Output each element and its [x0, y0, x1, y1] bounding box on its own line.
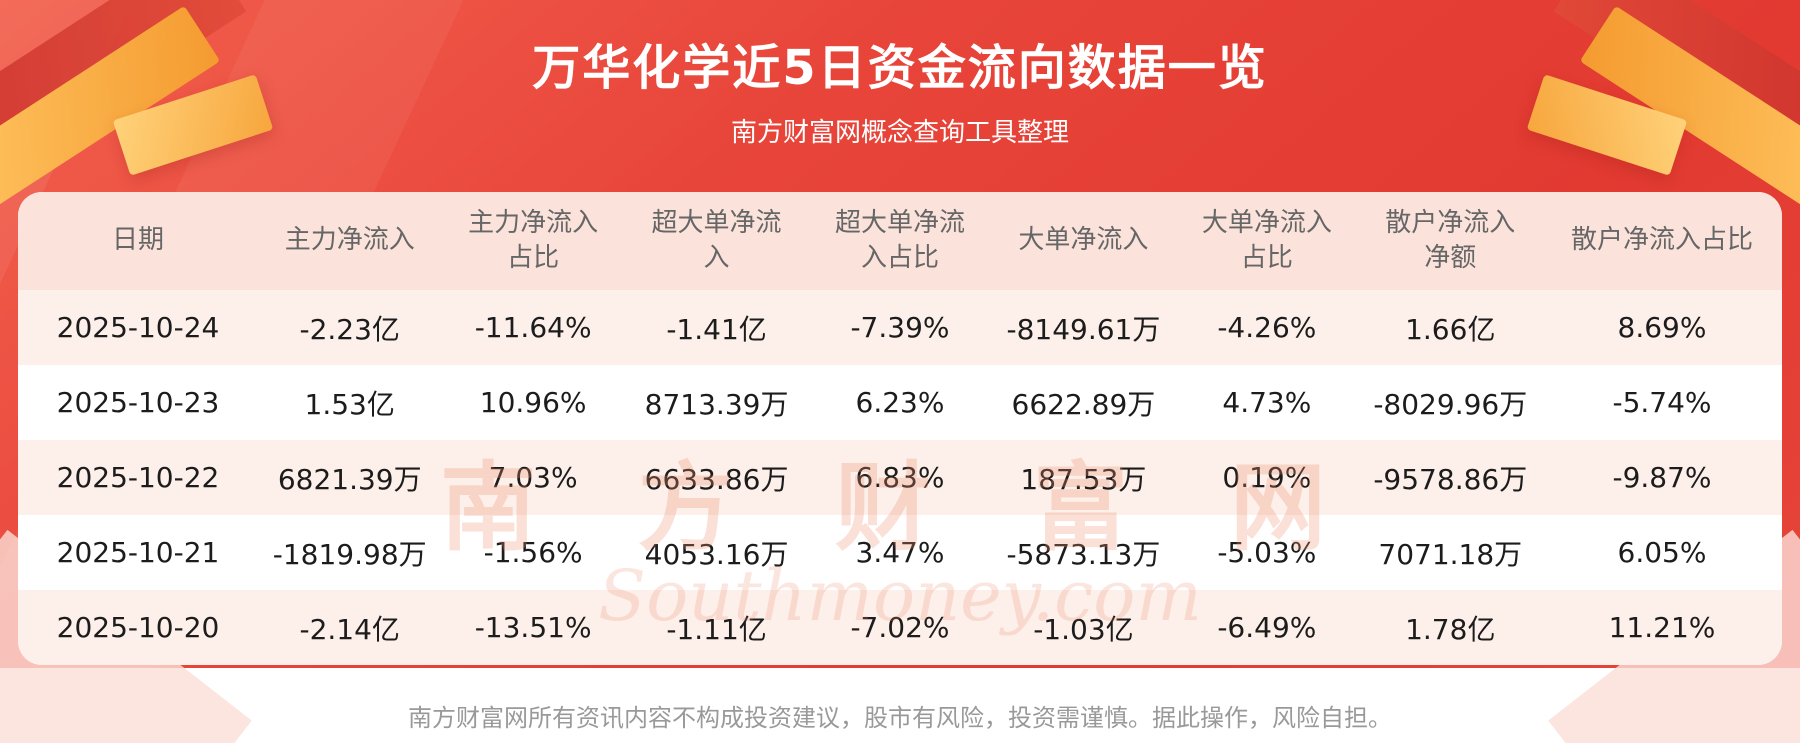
table-cell: -1.41亿	[666, 312, 767, 346]
table-cell: 6821.39万	[277, 462, 422, 496]
page-title: 万华化学近5日资金流向数据一览	[532, 40, 1268, 96]
table-cell: 6.05%	[1617, 536, 1707, 569]
table-cell: 3.47%	[855, 536, 945, 569]
table-cell: 10.96%	[479, 386, 587, 419]
cell-date: 2025-10-22	[56, 461, 220, 494]
column-header-main-net-inflow: 主力净流入	[284, 225, 415, 256]
table-cell: -7.02%	[850, 611, 950, 644]
table-cell: -5873.13万	[1006, 537, 1161, 571]
cell-date: 2025-10-21	[56, 536, 220, 569]
table-cell: -5.74%	[1612, 386, 1712, 419]
table-cell: 7.03%	[488, 461, 578, 494]
cell-date: 2025-10-23	[56, 386, 220, 419]
table-cell: -2.23亿	[299, 312, 400, 346]
column-header-retail-net-inflow: 散户净流入净额	[1385, 207, 1516, 273]
table-cell: 6633.86万	[644, 462, 789, 496]
cell-date: 2025-10-20	[56, 611, 220, 644]
column-header-main-net-inflow-ratio: 主力净流入占比	[468, 207, 599, 273]
table-cell: -4.26%	[1217, 311, 1317, 344]
table-header-row: 日期 主力净流入 主力净流入占比 超大单净流入 超大单净流入占比 大单净流入 大…	[18, 192, 1782, 290]
page-subtitle: 南方财富网概念查询工具整理	[730, 118, 1069, 148]
column-header-date: 日期	[111, 225, 164, 256]
table-cell: 6.83%	[855, 461, 945, 494]
table-cell: -6.49%	[1217, 611, 1317, 644]
table-cell: -13.51%	[474, 611, 592, 644]
table-cell: 4053.16万	[644, 537, 789, 571]
table-cell: -1.56%	[483, 536, 583, 569]
table-cell: 1.66亿	[1405, 312, 1496, 346]
column-header-super-large-net-inflow-ratio: 超大单净流入占比	[834, 207, 965, 273]
table-row: 2025-10-20 -2.14亿 -13.51% -1.11亿 -7.02% …	[18, 590, 1782, 665]
column-header-super-large-net-inflow: 超大单净流入	[651, 207, 782, 273]
table-cell: 4.73%	[1222, 386, 1312, 419]
table-cell: -9.87%	[1612, 461, 1712, 494]
table-cell: -9578.86万	[1373, 462, 1528, 496]
table-row: 2025-10-22 6821.39万 7.03% 6633.86万 6.83%…	[18, 440, 1782, 515]
table-row: 2025-10-23 1.53亿 10.96% 8713.39万 6.23% 6…	[18, 365, 1782, 440]
column-header-retail-net-inflow-ratio: 散户净流入占比	[1570, 225, 1753, 256]
table-cell: 1.53亿	[304, 387, 395, 421]
table-cell: 8.69%	[1617, 311, 1707, 344]
table-cell: 6622.89万	[1011, 387, 1156, 421]
footer-disclaimer: 南方财富网所有资讯内容不构成投资建议，股市有风险，投资需谨慎。据此操作，风险自担…	[408, 704, 1392, 732]
table-cell: 6.23%	[855, 386, 945, 419]
table-cell: 11.21%	[1608, 611, 1716, 644]
cell-date: 2025-10-24	[56, 311, 220, 344]
table-cell: -1.03亿	[1033, 612, 1134, 646]
table-cell: -7.39%	[850, 311, 950, 344]
data-table: 日期 主力净流入 主力净流入占比 超大单净流入 超大单净流入占比 大单净流入 大…	[18, 192, 1782, 665]
column-header-large-net-inflow: 大单净流入	[1018, 225, 1149, 256]
table-cell: 0.19%	[1222, 461, 1312, 494]
table-cell: 187.53万	[1020, 462, 1147, 496]
table-cell: 7071.18万	[1378, 537, 1523, 571]
table-cell: -8149.61万	[1006, 312, 1161, 346]
table-row: 2025-10-24 -2.23亿 -11.64% -1.41亿 -7.39% …	[18, 290, 1782, 365]
table-cell: -2.14亿	[299, 612, 400, 646]
table-cell: -5.03%	[1217, 536, 1317, 569]
table-cell: -8029.96万	[1373, 387, 1528, 421]
table-cell: -11.64%	[474, 311, 592, 344]
table-cell: 8713.39万	[644, 387, 789, 421]
column-header-large-net-inflow-ratio: 大单净流入占比	[1201, 207, 1332, 273]
table-row: 2025-10-21 -1819.98万 -1.56% 4053.16万 3.4…	[18, 515, 1782, 590]
table-cell: 1.78亿	[1405, 612, 1496, 646]
table-cell: -1819.98万	[272, 537, 427, 571]
table-cell: -1.11亿	[666, 612, 767, 646]
